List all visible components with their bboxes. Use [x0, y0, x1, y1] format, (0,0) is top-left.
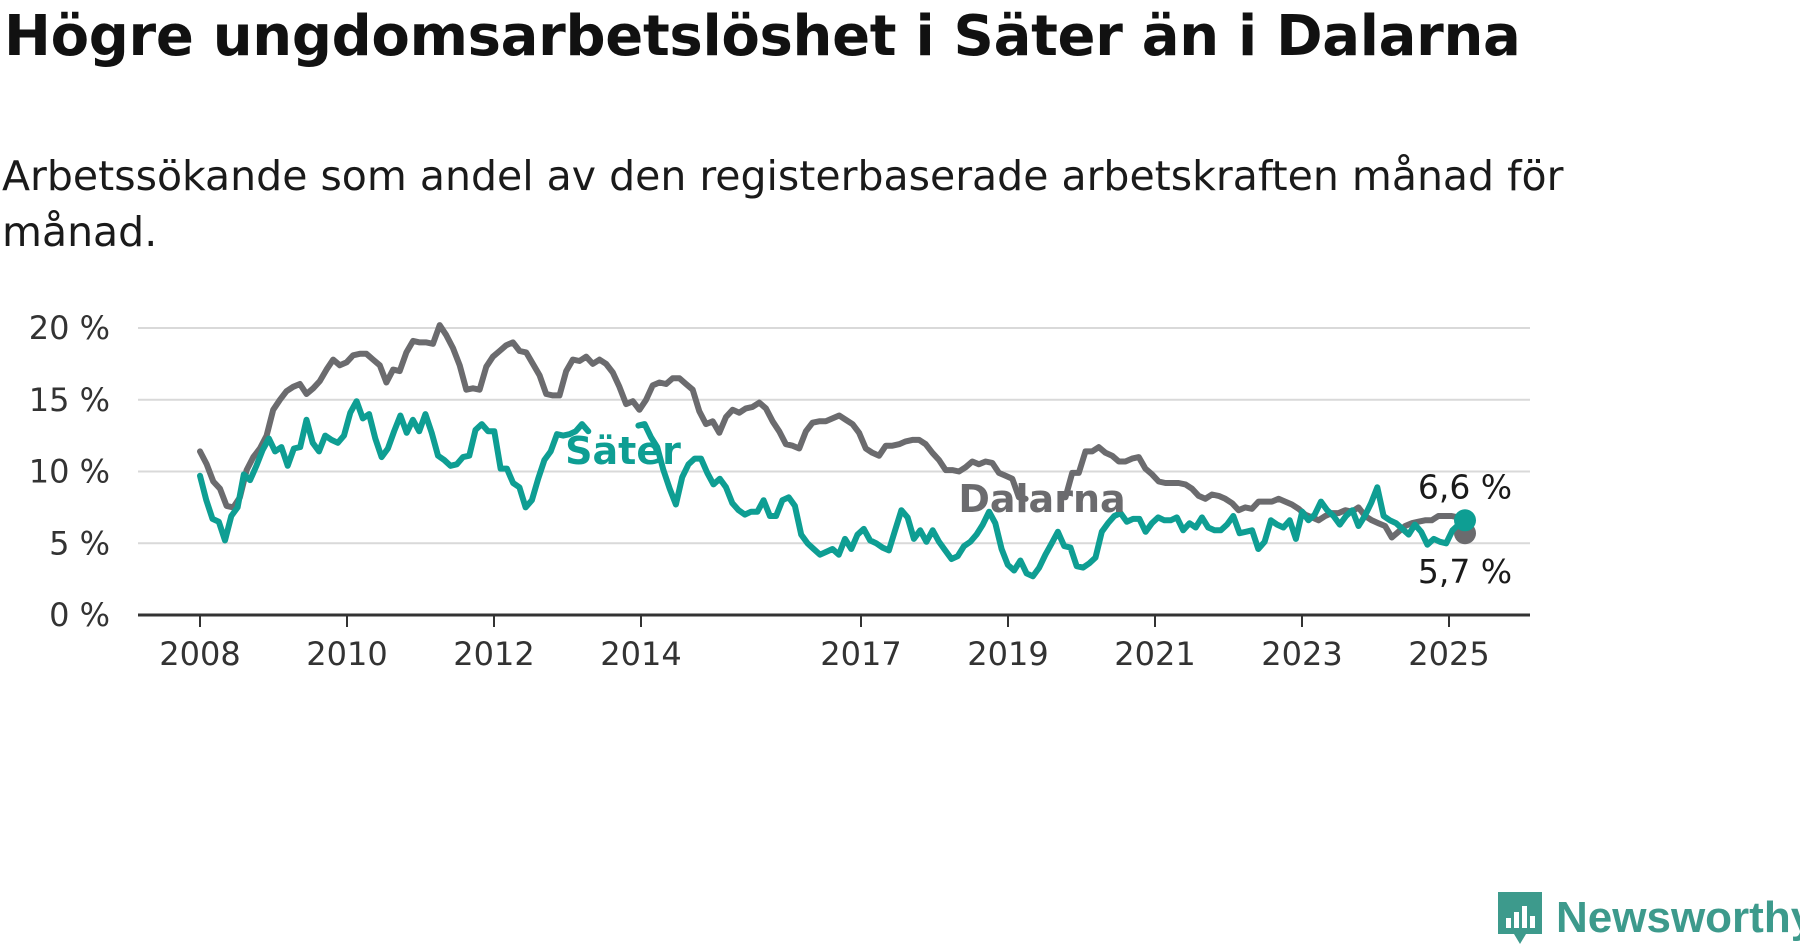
- x-axis-ticks: 2008 2010 2012 2014 2017 2019 2021 2023 2025: [159, 615, 1490, 673]
- x-tick-label: 2010: [306, 635, 387, 673]
- series-lines: [197, 322, 1476, 580]
- x-tick-label: 2012: [453, 635, 534, 673]
- y-tick-label: 5 %: [49, 524, 110, 562]
- series-name-label: Dalarna: [958, 477, 1125, 521]
- series-line-0: [1062, 444, 1468, 541]
- chart-subtitle: Arbetssökande som andel av den registerb…: [2, 152, 1564, 256]
- x-tick-label: 2023: [1261, 635, 1342, 673]
- x-tick-label: 2017: [820, 635, 901, 673]
- x-tick-label: 2008: [159, 635, 240, 673]
- series-end-label: 5,7 %: [1418, 552, 1512, 591]
- x-tick-label: 2019: [967, 635, 1048, 673]
- y-axis-ticks: 0 % 5 % 10 % 15 % 20 %: [29, 309, 110, 634]
- y-tick-label: 15 %: [29, 381, 110, 419]
- gridlines: [138, 327, 1530, 545]
- y-tick-label: 10 %: [29, 453, 110, 491]
- series-name-label: Säter: [565, 429, 681, 473]
- x-tick-label: 2014: [600, 635, 681, 673]
- series-line-1: [197, 398, 592, 544]
- series-end-label: 6,6 %: [1418, 467, 1512, 506]
- chart-title: Högre ungdomsarbetslöshet i Säter än i D…: [4, 4, 1521, 69]
- brand-name: Newsworthy: [1556, 893, 1800, 942]
- y-tick-label: 20 %: [29, 309, 110, 347]
- series-end-marker: [1454, 509, 1476, 532]
- brand-logo: Newsworthy: [1496, 888, 1800, 948]
- y-tick-label: 0 %: [49, 596, 110, 634]
- series-line-0: [197, 322, 1029, 511]
- newsworthy-logo-icon: [1498, 892, 1542, 944]
- x-tick-label: 2025: [1408, 635, 1489, 673]
- series-line-1: [635, 421, 1468, 580]
- x-tick-label: 2021: [1114, 635, 1195, 673]
- line-chart: 0 %5 %10 %15 %20 % 2008 2010 2012 2014 2017 2…: [29, 309, 1530, 673]
- series-labels: 5,7 % 6,6 % Säter Dalarna: [565, 429, 1512, 591]
